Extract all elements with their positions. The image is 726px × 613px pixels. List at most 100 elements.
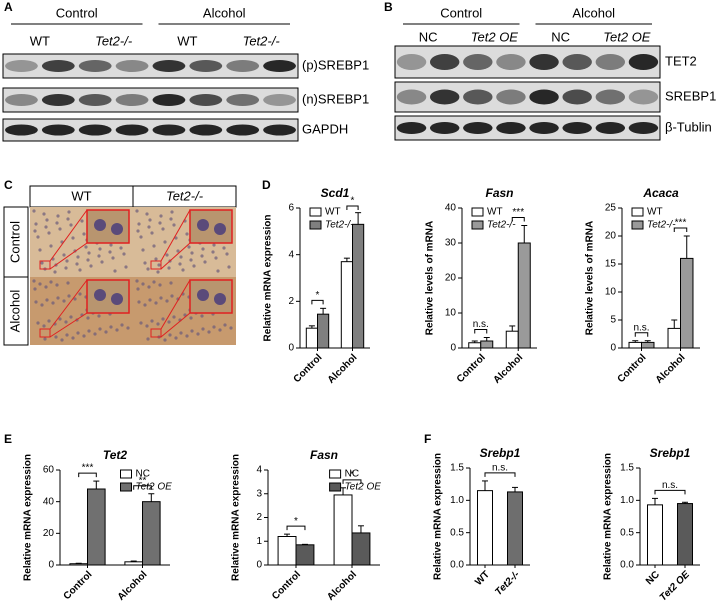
- nucleus: [69, 223, 73, 227]
- nucleus: [212, 243, 216, 247]
- nucleus: [146, 337, 150, 341]
- nucleus: [189, 258, 193, 262]
- nucleus: [136, 229, 140, 233]
- nucleus: [51, 301, 55, 305]
- nucleus: [170, 294, 174, 298]
- nucleus: [190, 329, 194, 333]
- blot-band: [396, 89, 427, 105]
- x-tick-label: Tet2 OE: [658, 569, 692, 603]
- bar: [647, 504, 663, 566]
- bar: [352, 223, 365, 349]
- nucleus: [154, 257, 158, 261]
- blot-band: [78, 60, 112, 72]
- blot-band: [152, 94, 186, 106]
- nucleus: [227, 265, 231, 269]
- y-tick-label: 1.5: [620, 463, 634, 474]
- significance-bracket: [511, 217, 525, 222]
- y-tick-label: 5: [610, 315, 616, 326]
- nucleus: [73, 297, 77, 301]
- nucleus: [32, 279, 36, 283]
- zoom-line: [49, 242, 88, 270]
- nucleus: [152, 280, 156, 284]
- nucleus: [174, 236, 178, 240]
- nucleus: [170, 210, 174, 214]
- blot-band: [115, 124, 149, 136]
- nucleus: [167, 320, 171, 324]
- significance-bracket: [346, 205, 359, 210]
- y-axis-label: Relative mRNA expression: [603, 453, 614, 580]
- blot-band: [115, 94, 149, 106]
- legend-swatch: [309, 220, 322, 230]
- nucleus: [64, 320, 68, 324]
- x-tick-label: Alcohol: [116, 569, 150, 603]
- y-tick-label: 20: [43, 528, 55, 539]
- lane-label: WT: [30, 33, 50, 48]
- blot-band: [115, 60, 149, 72]
- x-tick-label: Control: [270, 569, 303, 602]
- nucleus: [42, 324, 46, 328]
- bar: [317, 313, 330, 349]
- nucleus: [223, 323, 227, 327]
- lane-label: NC: [419, 29, 438, 44]
- nucleus: [40, 303, 44, 307]
- y-tick-label: 0: [48, 560, 54, 571]
- zoom-line: [160, 279, 191, 330]
- bar: [468, 342, 482, 349]
- nucleus: [179, 255, 183, 259]
- nucleus: [143, 303, 147, 307]
- blot-band: [463, 54, 493, 70]
- nucleus: [214, 256, 218, 260]
- significance-label: *: [316, 290, 320, 301]
- nucleus: [137, 222, 141, 226]
- bar: [351, 532, 371, 566]
- nucleus: [55, 221, 59, 225]
- blot-band: [152, 60, 186, 72]
- nucleus: [82, 232, 86, 236]
- blot-band: [529, 54, 559, 70]
- blot-band: [562, 54, 592, 70]
- zoom-box: [39, 260, 51, 270]
- nucleus: [113, 269, 117, 273]
- nucleus: [120, 323, 124, 327]
- zoom-box: [39, 328, 51, 338]
- zoom-box: [150, 328, 162, 338]
- chart-title: Fasn: [485, 186, 513, 200]
- significance-label: ***: [82, 463, 94, 474]
- y-tick-label: 0.5: [450, 527, 464, 538]
- blot-band: [189, 60, 223, 72]
- nucleus: [32, 209, 36, 213]
- nucleus: [172, 223, 176, 227]
- nucleus: [150, 231, 154, 235]
- nucleus: [97, 314, 101, 318]
- nucleus: [150, 319, 154, 323]
- inset-cell: [111, 223, 123, 235]
- blot-band: [429, 54, 460, 70]
- nucleus: [86, 258, 90, 262]
- bar: [517, 242, 531, 349]
- zoom-line: [160, 312, 191, 338]
- nucleus: [38, 282, 42, 286]
- significance-label: n.s.: [633, 322, 649, 333]
- inset: [189, 279, 233, 314]
- nucleus: [98, 247, 102, 251]
- significance-bracket: [342, 479, 362, 484]
- blot-band: [5, 94, 38, 106]
- legend-swatch: [309, 207, 322, 217]
- nucleus: [163, 240, 167, 244]
- legend-label: WT: [647, 207, 663, 218]
- bar: [142, 501, 161, 566]
- group-label: Alcohol: [572, 5, 615, 20]
- blot-band: [263, 124, 296, 136]
- row-label: (n)SREBP1: [302, 91, 369, 106]
- nucleus: [38, 248, 42, 252]
- legend-swatch: [120, 482, 132, 492]
- legend-label: Tet2-/-: [487, 220, 516, 231]
- legend-swatch: [471, 207, 484, 217]
- bar: [87, 488, 106, 566]
- y-tick-label: 0.5: [620, 527, 634, 538]
- nucleus: [45, 218, 49, 222]
- nucleus: [169, 281, 173, 285]
- nucleus: [185, 334, 189, 338]
- y-tick-label: 20: [445, 273, 457, 284]
